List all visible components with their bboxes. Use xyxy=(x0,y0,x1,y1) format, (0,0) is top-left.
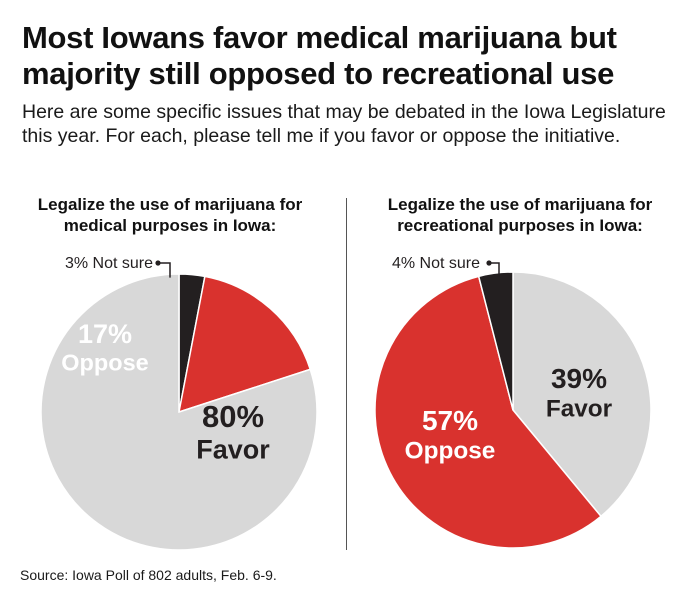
recreational-favor-pct-label: 39% xyxy=(551,363,607,394)
recreational-oppose-pct-label: 57% xyxy=(422,405,478,436)
medical-favor-slice xyxy=(40,273,318,551)
medical-chart-heading: Legalize the use of marijuana for medica… xyxy=(37,195,303,235)
recreational-favor-slice xyxy=(512,271,652,518)
medical-oppose-slice xyxy=(178,275,312,414)
medical-favor-name-label: Favor xyxy=(196,435,270,465)
medical-pie-svg: 3% Not sure 17%Oppose 80%Favor xyxy=(40,255,318,551)
medical-favor-pct-label: 80% xyxy=(202,399,264,434)
recreational-pie-svg: 39%Favor 57%Oppose 4% Not sure xyxy=(374,255,652,549)
medical-oppose-pct-label: 17% xyxy=(78,319,132,349)
chart-title: Most Iowans favor medical marijuana but … xyxy=(22,20,617,91)
recreational-oppose-slice xyxy=(374,275,603,549)
medical-not-sure-callout-label: 3% Not sure xyxy=(65,255,153,272)
medical-not-sure-leader-dot xyxy=(155,260,161,266)
recreational-not-sure-callout-label: 4% Not sure xyxy=(392,255,480,272)
recreational-chart-heading: Legalize the use of marijuana for recrea… xyxy=(387,195,653,235)
recreational-not-sure-leader-line xyxy=(489,262,500,277)
recreational-not-sure-slice xyxy=(477,271,514,411)
recreational-pie-chart: Legalize the use of marijuana for recrea… xyxy=(350,0,700,605)
medical-pie-chart: Legalize the use of marijuana for medica… xyxy=(37,195,318,551)
source-note: Source: Iowa Poll of 802 adults, Feb. 6-… xyxy=(20,567,277,583)
medical-oppose-name-label: Oppose xyxy=(61,350,148,376)
recreational-oppose-name-label: Oppose xyxy=(405,438,496,465)
medical-not-sure-leader-line xyxy=(158,262,171,278)
chart-subtitle: Here are some specific issues that may b… xyxy=(22,101,666,147)
chart-divider xyxy=(346,198,347,550)
recreational-not-sure-leader-dot xyxy=(486,260,492,266)
recreational-favor-name-label: Favor xyxy=(546,396,613,423)
